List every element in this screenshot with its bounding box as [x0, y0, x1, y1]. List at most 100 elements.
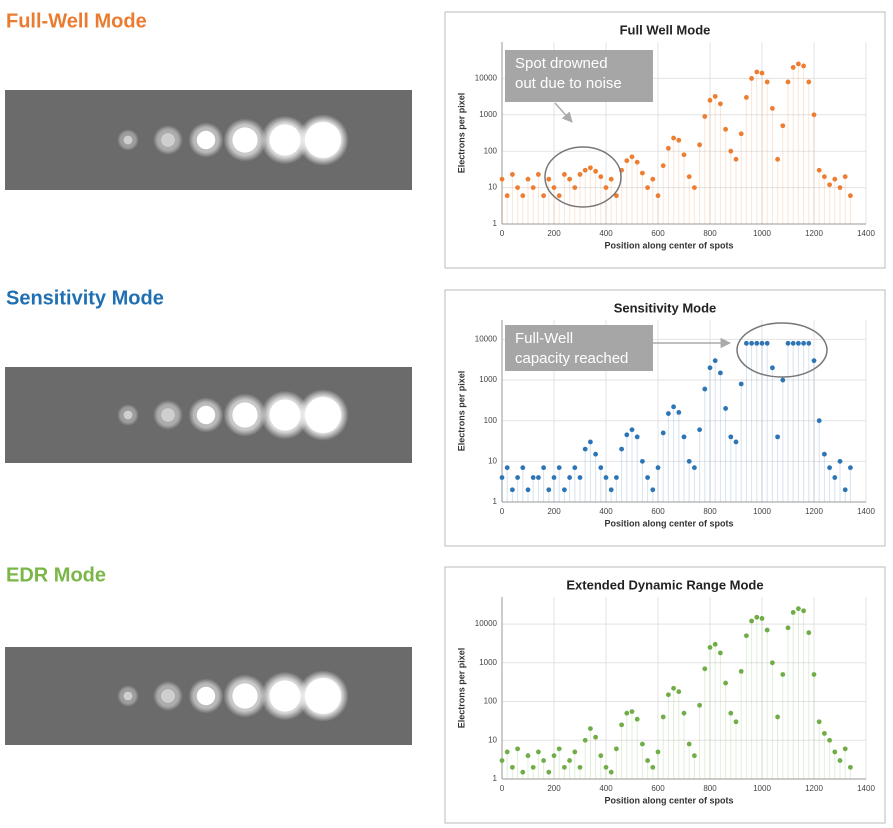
data-point — [640, 170, 645, 176]
y-tick-label: 1000 — [479, 658, 497, 667]
x-tick-label: 600 — [651, 784, 665, 793]
data-point — [582, 167, 588, 173]
data-point — [676, 689, 682, 695]
data-point — [520, 465, 526, 471]
data-point — [770, 365, 775, 371]
chart-title: Sensitivity Mode — [614, 300, 717, 315]
data-point — [634, 716, 640, 722]
y-tick-label: 1000 — [479, 110, 497, 119]
chart: Sensitivity Mode 1 10 100 1000 10000 0 200 400 60… — [444, 289, 886, 547]
data-point — [634, 159, 640, 165]
data-point — [827, 737, 832, 743]
data-point — [660, 714, 666, 720]
data-point — [837, 458, 843, 464]
y-axis-label: Electrons per pixel — [456, 371, 466, 452]
data-point — [764, 79, 770, 85]
x-tick-label: 1200 — [805, 229, 823, 238]
data-point — [822, 174, 827, 180]
data-point — [775, 156, 780, 162]
data-point — [650, 487, 656, 493]
y-axis-label: Electrons per pixel — [456, 93, 466, 174]
data-point — [629, 154, 635, 160]
data-point — [780, 123, 786, 129]
spot-image — [5, 90, 412, 190]
x-axis-label: Position along center of spots — [604, 240, 733, 250]
data-point — [504, 465, 510, 471]
data-point — [801, 608, 806, 614]
x-tick-label: 0 — [500, 229, 505, 238]
y-tick-label: 10000 — [475, 74, 498, 83]
spot — [269, 124, 301, 156]
data-point — [754, 340, 760, 346]
spot — [232, 127, 258, 153]
data-point — [790, 340, 796, 346]
data-point — [603, 185, 609, 191]
data-point — [775, 434, 780, 440]
data-point — [525, 753, 531, 759]
data-point — [754, 614, 760, 620]
data-point — [655, 193, 661, 199]
data-point — [525, 176, 531, 182]
data-point — [515, 185, 520, 191]
spot — [304, 677, 342, 715]
x-tick-label: 200 — [547, 507, 561, 516]
data-point — [499, 475, 505, 480]
spot — [161, 689, 175, 703]
data-point — [510, 487, 515, 493]
data-point — [666, 411, 671, 416]
data-point — [697, 427, 702, 433]
data-point — [775, 714, 780, 720]
data-point — [702, 666, 708, 672]
data-point — [624, 710, 630, 716]
data-point — [577, 172, 583, 177]
annotation-text: capacity reached — [515, 350, 628, 367]
data-point — [608, 487, 614, 493]
data-point — [624, 432, 630, 438]
data-point — [551, 475, 557, 480]
data-point — [556, 465, 562, 471]
data-point — [624, 158, 630, 164]
data-point — [572, 465, 578, 471]
data-point — [567, 758, 572, 763]
data-point — [759, 70, 765, 76]
x-tick-label: 800 — [703, 784, 717, 793]
data-point — [598, 753, 604, 759]
data-point — [842, 487, 848, 493]
data-point — [572, 749, 578, 755]
data-point — [660, 430, 666, 436]
data-point — [551, 753, 557, 759]
data-point — [692, 753, 697, 759]
x-tick-label: 200 — [547, 229, 561, 238]
data-point — [723, 406, 728, 411]
data-point — [759, 340, 765, 346]
data-point — [764, 340, 770, 346]
data-point — [738, 668, 744, 674]
data-point — [530, 475, 536, 480]
data-point — [770, 105, 775, 111]
data-point — [556, 193, 562, 199]
data-point — [650, 764, 656, 770]
data-point — [811, 672, 817, 677]
data-point — [588, 439, 593, 445]
data-point — [671, 135, 676, 141]
data-point — [832, 749, 838, 755]
chart: Extended Dynamic Range Mode 1 10 100 1000 100… — [444, 566, 886, 824]
data-point — [681, 434, 687, 440]
data-point — [749, 340, 754, 346]
data-point — [801, 340, 806, 346]
chart: Full Well Mode 1 10 100 1000 10000 0 200 400 600 8… — [444, 11, 886, 269]
annotation-box — [505, 50, 653, 102]
chart-frame — [444, 566, 886, 824]
data-point — [827, 182, 832, 188]
data-point — [723, 680, 728, 686]
data-point — [811, 112, 817, 118]
y-tick-label: 100 — [484, 146, 498, 155]
data-point — [567, 176, 572, 182]
data-point — [837, 185, 843, 191]
data-point — [816, 418, 822, 424]
data-point — [738, 381, 744, 387]
data-point — [546, 769, 552, 775]
data-point — [603, 764, 609, 770]
data-point — [697, 702, 702, 708]
